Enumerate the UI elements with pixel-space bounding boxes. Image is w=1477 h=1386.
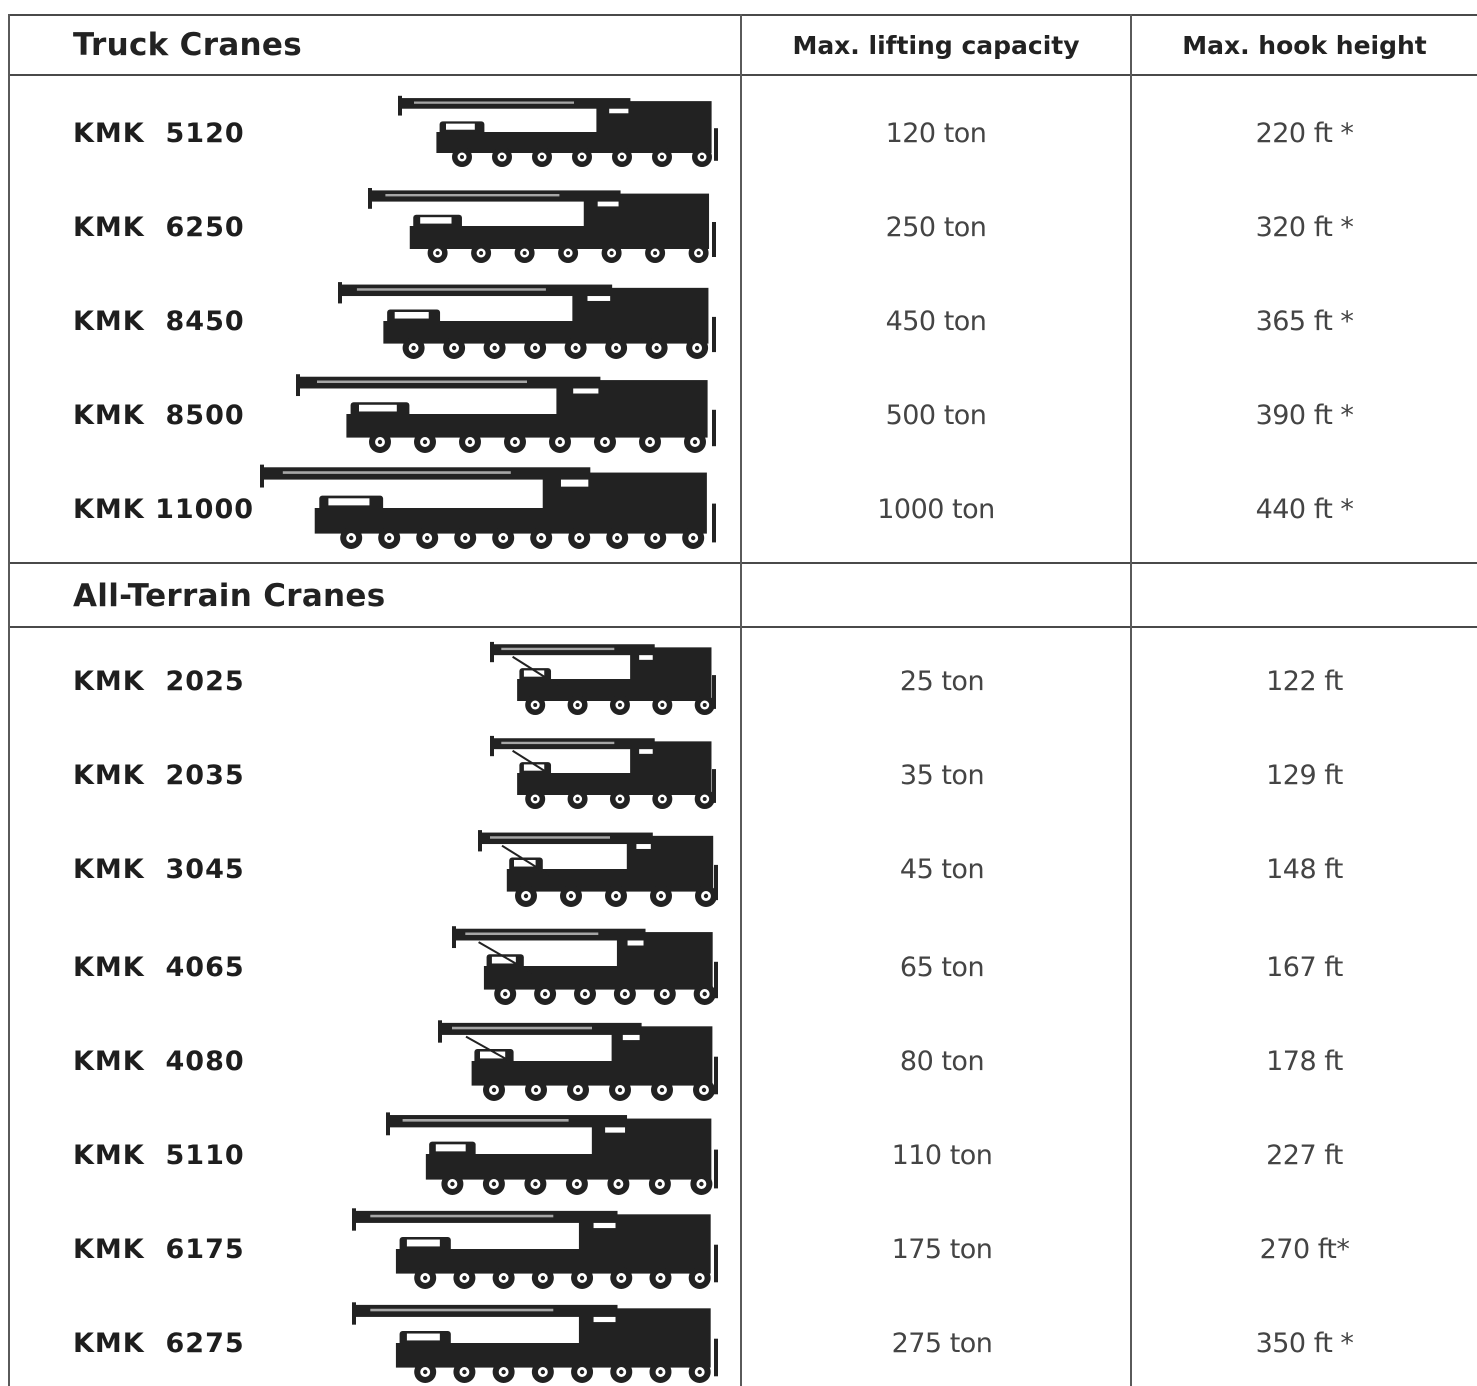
crane-icon — [490, 638, 716, 716]
all-terrain-crane-icon — [352, 1302, 718, 1383]
truck-crane-icon — [260, 464, 716, 549]
crane-icon — [386, 1108, 718, 1196]
model-name: KMK 4080 — [73, 1045, 245, 1077]
hook-height: 440 ft * — [1255, 493, 1354, 525]
model-name: KMK 4065 — [73, 951, 245, 983]
hook-height: 122 ft — [1266, 665, 1343, 697]
lifting-capacity: 120 ton — [885, 117, 987, 149]
crane-icon — [352, 1298, 718, 1384]
crane-icon — [452, 922, 718, 1006]
model-name: KMK 2025 — [73, 665, 245, 697]
truck-crane-icon — [368, 188, 716, 263]
crane-icon — [398, 92, 718, 168]
all-terrain-crane-icon — [478, 830, 718, 907]
hook-height: 220 ft * — [1255, 117, 1354, 149]
column-divider-2 — [1130, 14, 1132, 1386]
hook-height: 227 ft — [1266, 1139, 1343, 1171]
all-terrain-crane-icon — [490, 641, 716, 715]
lifting-capacity: 450 ton — [885, 305, 987, 337]
lifting-capacity: 25 ton — [899, 665, 985, 697]
column-divider-1 — [740, 14, 742, 1386]
model-name: KMK 11000 — [73, 493, 255, 525]
model-name: KMK 5110 — [73, 1139, 245, 1171]
height-column-header: Max. hook height — [1182, 30, 1427, 60]
lifting-capacity: 250 ton — [885, 211, 987, 243]
section-divider-rule — [10, 562, 1477, 564]
hook-height: 365 ft * — [1255, 305, 1354, 337]
table-left-rule — [8, 14, 10, 1386]
hook-height: 167 ft — [1266, 951, 1343, 983]
section-title-all-terrain-cranes: All-Terrain Cranes — [73, 578, 386, 614]
lifting-capacity: 35 ton — [899, 759, 985, 791]
crane-icon — [260, 462, 716, 550]
crane-icon — [296, 370, 716, 454]
crane-icon — [478, 826, 718, 908]
crane-icon — [338, 278, 716, 360]
all-terrain-crane-icon — [352, 1208, 718, 1289]
model-name: KMK 6175 — [73, 1233, 245, 1265]
lifting-capacity: 275 ton — [891, 1327, 993, 1359]
model-name: KMK 3045 — [73, 853, 245, 885]
lifting-capacity: 175 ton — [891, 1233, 993, 1265]
all-terrain-crane-icon — [452, 926, 718, 1005]
hook-height: 390 ft * — [1255, 399, 1354, 431]
hook-height: 270 ft* — [1259, 1233, 1350, 1265]
header-rule — [10, 74, 1477, 76]
crane-icon — [490, 732, 716, 810]
crane-icon — [352, 1204, 718, 1290]
lifting-capacity: 65 ton — [899, 951, 985, 983]
table-top-rule — [10, 14, 1477, 16]
lifting-capacity: 45 ton — [899, 853, 985, 885]
crane-icon — [368, 184, 716, 264]
truck-crane-icon — [338, 282, 716, 359]
lifting-capacity: 1000 ton — [877, 493, 995, 525]
hook-height: 178 ft — [1266, 1045, 1343, 1077]
hook-height: 148 ft — [1266, 853, 1343, 885]
truck-crane-icon — [296, 374, 716, 453]
truck-crane-icon — [398, 95, 718, 167]
section-header-rule — [10, 626, 1477, 628]
model-name: KMK 5120 — [73, 117, 245, 149]
capacity-column-header: Max. lifting capacity — [792, 30, 1080, 60]
section-title-truck-cranes: Truck Cranes — [73, 27, 302, 63]
all-terrain-crane-icon — [386, 1112, 718, 1195]
model-name: KMK 8500 — [73, 399, 245, 431]
hook-height: 129 ft — [1266, 759, 1343, 791]
lifting-capacity: 80 ton — [899, 1045, 985, 1077]
model-name: KMK 6250 — [73, 211, 245, 243]
model-name: KMK 6275 — [73, 1327, 245, 1359]
model-name: KMK 2035 — [73, 759, 245, 791]
crane-icon — [438, 1016, 718, 1102]
lifting-capacity: 500 ton — [885, 399, 987, 431]
hook-height: 320 ft * — [1255, 211, 1354, 243]
lifting-capacity: 110 ton — [891, 1139, 993, 1171]
hook-height: 350 ft * — [1255, 1327, 1354, 1359]
all-terrain-crane-icon — [490, 735, 716, 809]
all-terrain-crane-icon — [438, 1020, 718, 1101]
model-name: KMK 8450 — [73, 305, 245, 337]
